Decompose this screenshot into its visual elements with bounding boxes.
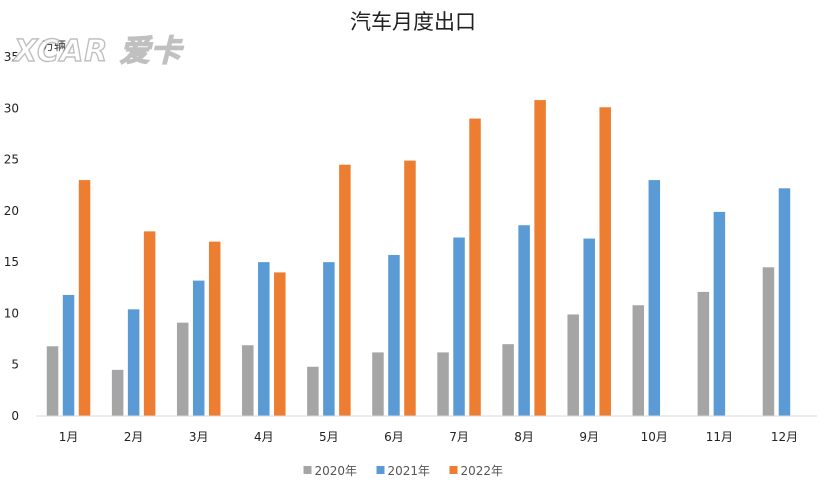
bar-2022年-3月 [208, 241, 221, 416]
bar-2021年-6月 [388, 254, 400, 416]
legend-swatch [449, 466, 458, 474]
bar-2020年-10月 [632, 305, 645, 416]
y-tick-label: 20 [4, 204, 19, 218]
bar-2020年-1月 [46, 346, 59, 416]
x-tick-label: 5月 [319, 430, 339, 444]
bar-2021年-12月 [778, 188, 791, 416]
legend-label: 2022年 [461, 464, 504, 478]
watermark-logo: XCAR 爱卡 [13, 33, 182, 69]
x-tick-label: 6月 [384, 430, 404, 444]
legend-swatch [303, 466, 312, 474]
bar-2022年-9月 [599, 107, 611, 416]
bar-2020年-9月 [567, 314, 579, 416]
bar-2020年-12月 [762, 267, 775, 416]
bars [46, 100, 791, 417]
bar-2020年-8月 [502, 344, 514, 416]
bar-2020年-5月 [307, 366, 319, 416]
x-tick-label: 1月 [59, 430, 79, 444]
y-tick-label: 5 [11, 358, 19, 372]
bar-2021年-10月 [648, 180, 661, 416]
bar-2021年-8月 [518, 225, 530, 416]
x-tick-label: 11月 [706, 430, 733, 444]
y-tick-label: 15 [4, 255, 19, 269]
bar-2020年-2月 [111, 369, 124, 416]
bar-2021年-7月 [453, 237, 465, 416]
bar-2021年-3月 [192, 280, 205, 416]
bar-2021年-5月 [323, 262, 335, 416]
y-tick-label: 35 [4, 50, 19, 64]
bar-2022年-8月 [534, 100, 546, 416]
legend-swatch [376, 466, 385, 474]
bar-2021年-9月 [583, 238, 595, 416]
y-tick-label: 25 [4, 153, 19, 167]
legend-label: 2020年 [315, 464, 358, 478]
bar-2020年-4月 [242, 345, 254, 416]
y-tick-label: 30 [4, 101, 19, 115]
x-axis-ticks: 1月 2月 3月 4月 5月 6月 7月 8月 9月 10月 11月 12月 [59, 430, 798, 444]
chart-title: 汽车月度出口 [350, 10, 476, 34]
bar-2022年-7月 [469, 118, 481, 417]
bar-2022年-5月 [339, 164, 351, 416]
x-tick-label: 4月 [254, 430, 274, 444]
bar-2021年-4月 [258, 262, 270, 416]
bar-2020年-11月 [697, 291, 710, 416]
bar-2020年-7月 [437, 352, 449, 416]
unit-label: 万辆 [42, 39, 66, 53]
x-tick-label: 2月 [124, 430, 144, 444]
legend: 2020年 2021年 2022年 [303, 464, 504, 478]
bar-2020年-3月 [176, 322, 189, 416]
x-tick-label: 9月 [579, 430, 599, 444]
y-axis-ticks: 0 5 10 15 20 25 30 35 [4, 50, 19, 423]
bar-2021年-11月 [713, 211, 726, 416]
x-tick-label: 3月 [189, 430, 209, 444]
bar-2021年-2月 [127, 309, 140, 416]
x-tick-label: 8月 [514, 430, 534, 444]
y-tick-label: 10 [4, 306, 19, 320]
bar-2021年-1月 [62, 294, 75, 416]
x-tick-label: 7月 [449, 430, 469, 444]
x-tick-label: 10月 [641, 430, 668, 444]
x-tick-label: 12月 [771, 430, 798, 444]
bar-2020年-6月 [372, 352, 384, 416]
bar-2022年-2月 [143, 231, 156, 416]
legend-label: 2021年 [388, 464, 431, 478]
bar-2022年-6月 [404, 160, 416, 416]
bar-2022年-1月 [78, 180, 91, 416]
bar-2022年-4月 [274, 272, 286, 416]
y-tick-label: 0 [11, 409, 19, 423]
